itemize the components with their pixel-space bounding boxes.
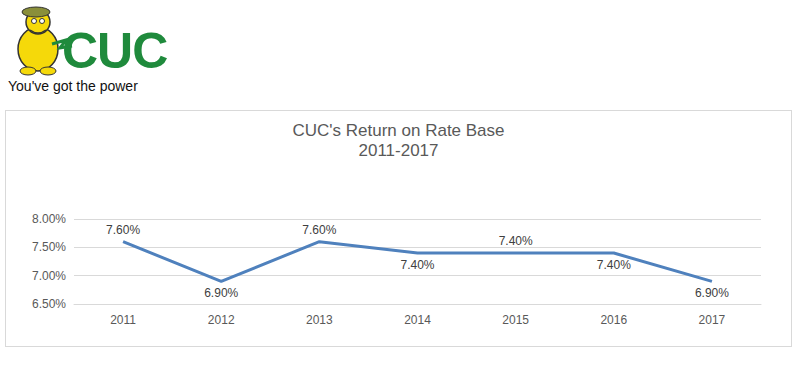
svg-text:7.00%: 7.00% (32, 269, 66, 283)
svg-text:2016: 2016 (600, 313, 627, 327)
svg-text:2015: 2015 (502, 313, 529, 327)
svg-text:7.40%: 7.40% (597, 258, 631, 272)
svg-text:6.50%: 6.50% (32, 297, 66, 311)
svg-text:2012: 2012 (208, 313, 235, 327)
svg-text:6.90%: 6.90% (695, 286, 729, 300)
svg-text:8.00%: 8.00% (32, 212, 66, 226)
html-text:CUC: CUC (62, 23, 168, 79)
svg-text:7.40%: 7.40% (400, 258, 434, 272)
svg-text:7.60%: 7.60% (302, 223, 336, 237)
svg-text:7.40%: 7.40% (499, 234, 533, 248)
svg-text:CUC's Return on Rate Base: CUC's Return on Rate Base (292, 121, 504, 140)
html-text:You've got the power: You've got the power (8, 78, 138, 94)
svg-text:7.60%: 7.60% (106, 223, 140, 237)
svg-text:2011: 2011 (110, 313, 136, 327)
svg-text:2013: 2013 (306, 313, 333, 327)
svg-text:2017: 2017 (699, 313, 726, 327)
svg-text:7.50%: 7.50% (32, 240, 66, 254)
svg-text:2011-2017: 2011-2017 (358, 141, 438, 160)
svg-text:2014: 2014 (404, 313, 431, 327)
svg-text:6.90%: 6.90% (204, 286, 238, 300)
